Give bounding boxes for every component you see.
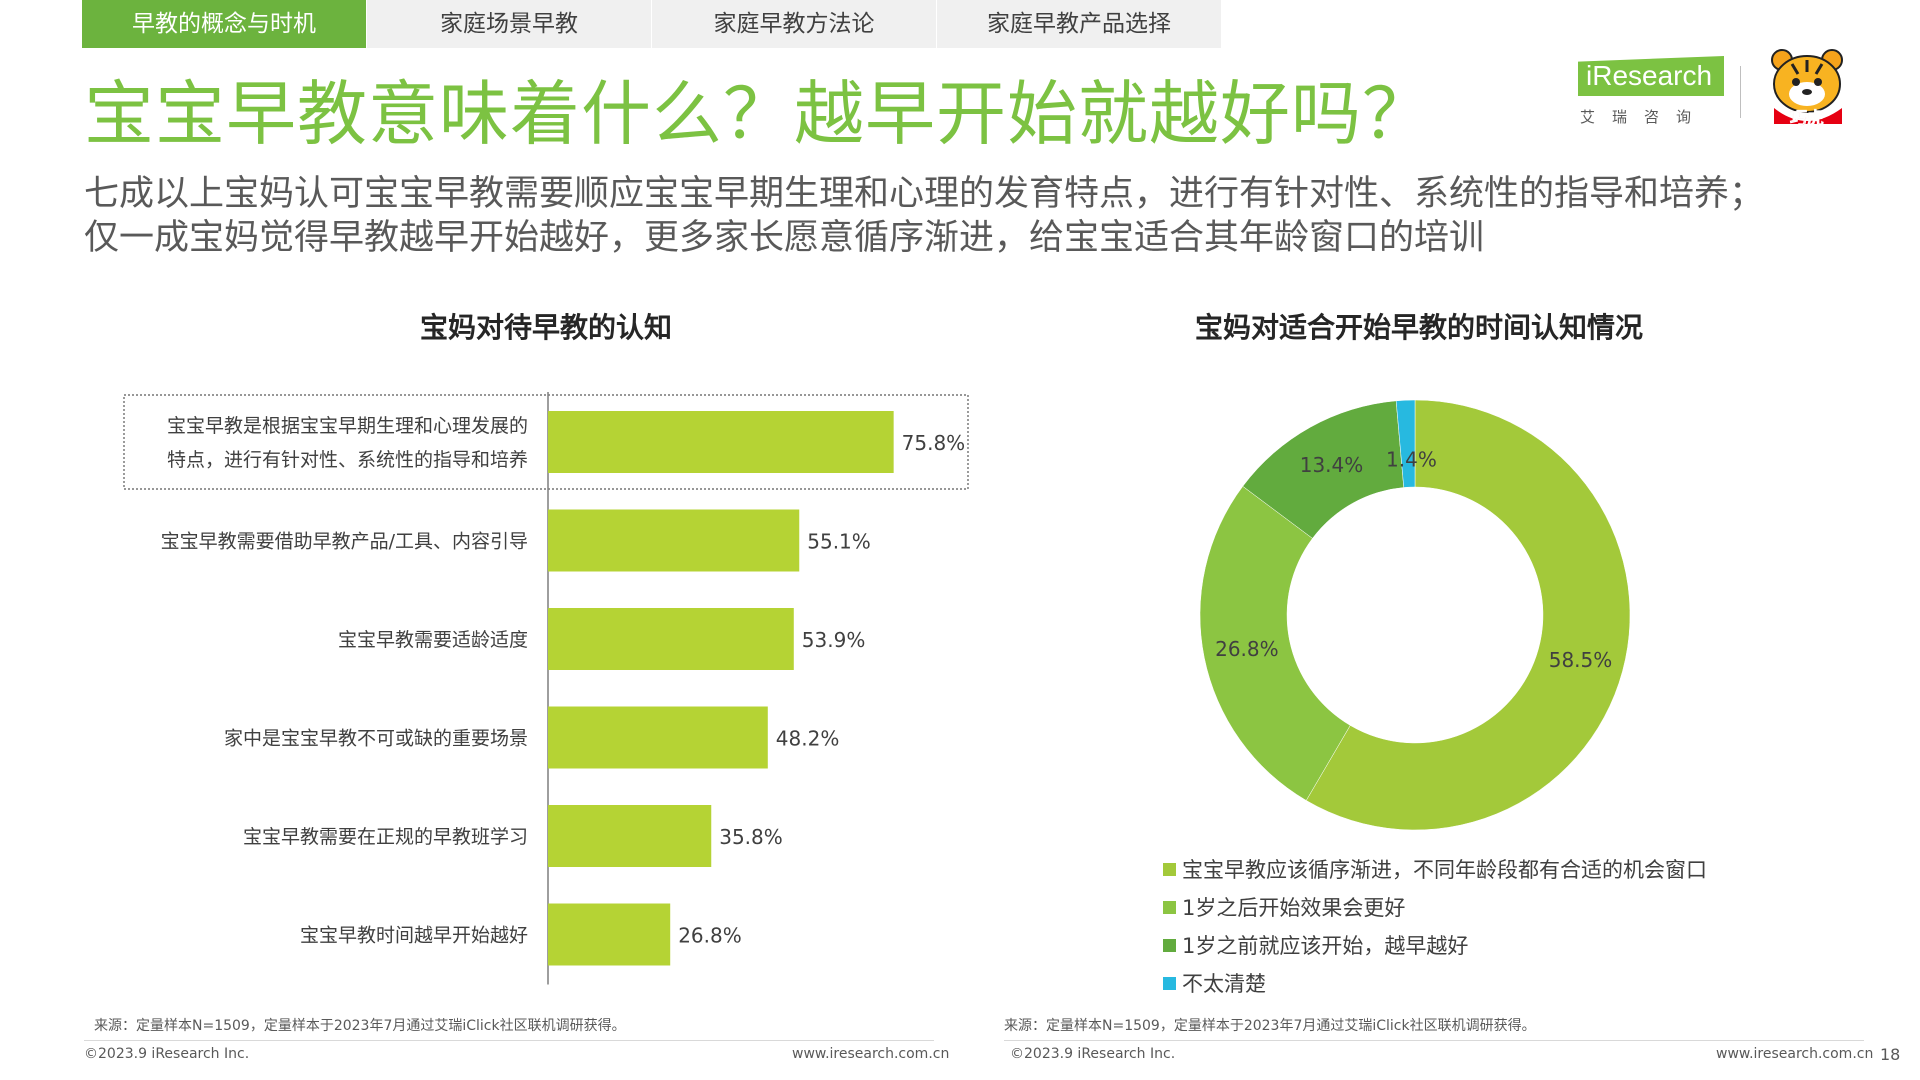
tab-concept-timing[interactable]: 早教的概念与时机: [82, 0, 366, 48]
section-tabs: 早教的概念与时机 家庭场景早教 家庭早教方法论 家庭早教产品选择: [82, 0, 1222, 48]
legend-swatch: [1163, 938, 1176, 952]
brand-logos: iResearch 艾瑞咨询 巧虎: [1566, 49, 1856, 140]
bar-value-label: 53.9%: [802, 628, 866, 652]
page-number: 18: [1880, 1045, 1901, 1064]
bar-category-label: 家中是宝宝早教不可或缺的重要场景: [224, 728, 528, 750]
donut-slice: [1305, 399, 1631, 831]
donut-slice: [1395, 399, 1416, 488]
footer-divider-right: [1004, 1040, 1864, 1041]
tab-home-scene[interactable]: 家庭场景早教: [367, 0, 651, 48]
legend-item: 宝宝早教应该循序渐进，不同年龄段都有合适的机会窗口: [1163, 850, 1707, 888]
iresearch-logo: iResearch: [1578, 56, 1724, 96]
iresearch-cn-name: 艾瑞咨询: [1580, 108, 1709, 126]
donut-value-label: 58.5%: [1549, 648, 1613, 672]
bar-category-label: 宝宝早教时间越早开始越好: [300, 925, 528, 947]
donut-chart-title: 宝妈对适合开始早教的时间认知情况: [1195, 311, 1644, 344]
legend-item: 不太清楚: [1163, 964, 1707, 1002]
website-right[interactable]: www.iresearch.com.cn: [1716, 1046, 1874, 1062]
bar-value-label: 26.8%: [678, 924, 742, 948]
bar-category-label: 宝宝早教需要借助早教产品/工具、内容引导: [161, 531, 528, 553]
legend-item: 1岁之后开始效果会更好: [1163, 888, 1707, 926]
bar: [548, 411, 894, 473]
bar-category-label: 宝宝早教是根据宝宝早期生理和心理发展的: [167, 415, 528, 437]
legend-swatch: [1163, 976, 1176, 990]
bar: [548, 805, 712, 867]
qiaohu-logo-text: 巧虎: [1790, 109, 1824, 129]
copyright-left: ©2023.9 iResearch Inc.: [84, 1046, 250, 1062]
tab-product-choice[interactable]: 家庭早教产品选择: [937, 0, 1221, 48]
bar-chart: 75.8% 宝宝早教是根据宝宝早期生理和心理发展的特点，进行有针对性、系统性的指导…: [123, 392, 969, 985]
legend-swatch: [1163, 900, 1176, 914]
bar: [548, 509, 800, 572]
bar-value-label: 48.2%: [776, 727, 840, 751]
donut-value-label: 13.4%: [1300, 453, 1364, 477]
donut-value-label: 1.4%: [1386, 448, 1437, 472]
footer-divider-left: [84, 1040, 934, 1041]
donut-value-label: 26.8%: [1215, 637, 1279, 661]
page-title: 宝宝早教意味着什么？越早开始就越好吗？: [84, 73, 1433, 155]
legend-swatch: [1163, 862, 1176, 876]
bar-category-label: 特点，进行有针对性、系统性的指导和培养: [167, 449, 528, 471]
logo-divider: [1740, 66, 1741, 118]
subtitle-line-2: 仅一成宝妈觉得早教越早开始越好，更多家长愿意循序渐进，给宝宝适合其年龄窗口的培训: [84, 218, 1485, 258]
page-subtitle: 七成以上宝妈认可宝宝早教需要顺应宝宝早期生理和心理的发育特点，进行有针对性、系统…: [84, 172, 1844, 260]
highlight-box: [123, 394, 969, 490]
source-note-right: 来源：定量样本N=1509，定量样本于2023年7月通过艾瑞iClick社区联机…: [1004, 1018, 1536, 1034]
website-left[interactable]: www.iresearch.com.cn: [792, 1046, 950, 1062]
bar-chart-title: 宝妈对待早教的认知: [420, 311, 673, 344]
bar-value-label: 35.8%: [719, 825, 783, 849]
tab-home-method[interactable]: 家庭早教方法论: [652, 0, 936, 48]
bar-value-label: 55.1%: [807, 530, 871, 554]
legend-label: 不太清楚: [1182, 972, 1266, 996]
subtitle-line-1: 七成以上宝妈认可宝宝早教需要顺应宝宝早期生理和心理的发育特点，进行有针对性、系统…: [84, 174, 1765, 214]
donut-slice: [1199, 485, 1351, 801]
donut-legend: 宝宝早教应该循序渐进，不同年龄段都有合适的机会窗口 1岁之后开始效果会更好 1岁…: [1163, 850, 1707, 1002]
bar-category-label: 宝宝早教需要在正规的早教班学习: [243, 826, 528, 848]
copyright-right: ©2023.9 iResearch Inc.: [1010, 1046, 1176, 1062]
legend-label: 1岁之后开始效果会更好: [1182, 896, 1406, 920]
qiaohu-tiger-logo: 巧虎: [1771, 49, 1843, 129]
bar: [548, 608, 794, 670]
bar-category-label: 宝宝早教需要适龄适度: [338, 629, 528, 651]
bar-value-label: 75.8%: [902, 431, 966, 455]
legend-label: 1岁之前就应该开始，越早越好: [1182, 934, 1469, 958]
donut-chart: 58.5% 26.8% 13.4% 1.4%: [1199, 399, 1631, 831]
bar: [548, 706, 768, 769]
legend-label: 宝宝早教应该循序渐进，不同年龄段都有合适的机会窗口: [1182, 858, 1707, 882]
legend-item: 1岁之前就应该开始，越早越好: [1163, 926, 1707, 964]
bar: [548, 903, 671, 966]
source-note-left: 来源：定量样本N=1509，定量样本于2023年7月通过艾瑞iClick社区联机…: [94, 1018, 626, 1034]
